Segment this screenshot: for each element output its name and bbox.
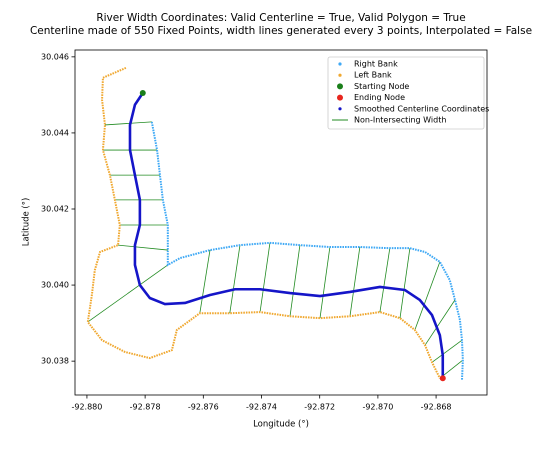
axes-frame [74, 49, 488, 396]
legend-label: Non-Intersecting Width [354, 116, 446, 125]
chart-subtitle: Centerline made of 550 Fixed Points, wid… [30, 25, 532, 37]
width-line [349, 246, 361, 317]
x-tick-label: -92.876 [188, 403, 219, 412]
y-axis-label: Latitude (°) [22, 198, 32, 247]
width-line [319, 246, 331, 319]
legend-marker [337, 94, 343, 101]
legend-label: Ending Node [354, 93, 405, 102]
width-line [424, 299, 456, 346]
width-line [379, 248, 391, 313]
plot-area [86, 66, 464, 382]
legend: Right Bank Left Bank Starting Node Ending N… [327, 56, 489, 130]
bank-line [150, 121, 464, 381]
y-tick-label: 30.044 [41, 128, 69, 137]
y-tick-label: 30.046 [41, 52, 69, 61]
width-line [399, 248, 411, 319]
width-line [259, 242, 271, 313]
width-line [118, 244, 168, 251]
legend-marker [338, 62, 342, 66]
y-tick-label: 30.038 [41, 357, 69, 366]
legend-label: Right Bank [354, 60, 398, 69]
legend-marker [338, 73, 342, 77]
x-axis-label: Longitude (°) [253, 420, 309, 430]
y-tick-label: 30.040 [41, 281, 69, 290]
legend-label: Starting Node [354, 82, 409, 91]
width-line [87, 264, 169, 323]
x-tick-label: -92.880 [71, 403, 102, 412]
width-line [289, 245, 301, 317]
node-point [439, 375, 446, 382]
width-line [414, 261, 441, 331]
y-tick-label: 30.042 [41, 204, 69, 213]
legend-box [327, 56, 485, 130]
width-line [199, 250, 211, 314]
x-tick-label: -92.874 [246, 403, 277, 412]
legend-label: Smoothed Centerline Coordinates [354, 104, 489, 113]
legend-label: Left Bank [354, 71, 392, 80]
x-tick-label: -92.872 [304, 403, 335, 412]
bank-line [86, 66, 441, 379]
chart-title: River Width Coordinates: Valid Centerlin… [96, 12, 465, 24]
x-tick-label: -92.868 [421, 403, 452, 412]
legend-marker [338, 107, 342, 111]
width-line [431, 339, 463, 363]
centerline [128, 92, 445, 379]
width-line [104, 121, 152, 126]
node-point [139, 89, 146, 96]
legend-marker [337, 83, 343, 90]
x-tick-label: -92.870 [362, 403, 393, 412]
x-tick-label: -92.878 [130, 403, 161, 412]
width-line [229, 245, 241, 314]
